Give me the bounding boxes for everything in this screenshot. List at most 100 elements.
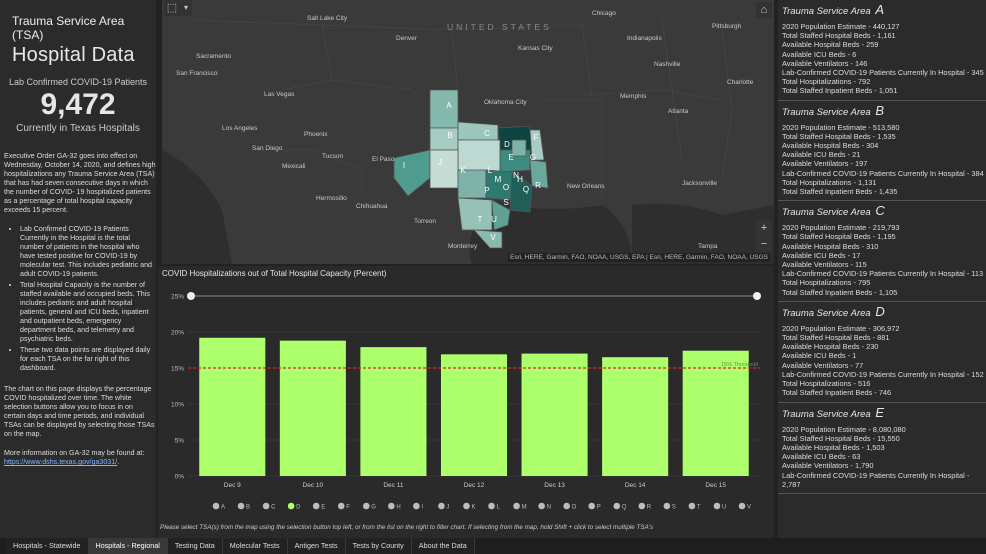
tsa-filter-toggle[interactable] xyxy=(362,502,370,510)
tsa-label[interactable]: M xyxy=(495,175,502,184)
tsa-label[interactable]: E xyxy=(508,153,513,162)
tsa-label[interactable]: N xyxy=(513,171,519,180)
tsa-filter-toggle[interactable] xyxy=(538,502,545,510)
tsa-label[interactable]: S xyxy=(503,198,508,207)
tsa-filter-toggle[interactable] xyxy=(337,502,345,510)
tsa-stat-line: Total Staffed Inpatient Beds - 1,435 xyxy=(782,187,898,197)
tsa-label[interactable]: P xyxy=(484,186,489,195)
tsa-filter-toggle[interactable] xyxy=(463,502,470,510)
home-icon[interactable]: ⌂ xyxy=(756,2,772,18)
map-city-label: Tampa xyxy=(698,243,718,250)
chevron-down-icon[interactable]: ▾ xyxy=(180,0,192,16)
tab-hospitals-statewide[interactable]: Hospitals - Statewide xyxy=(6,538,89,554)
tsa-card[interactable]: Trauma Service Area A 2020 Population Est… xyxy=(778,0,986,101)
bar[interactable] xyxy=(521,353,588,476)
tsa-label[interactable]: T xyxy=(478,215,483,224)
map-city-label: Chicago xyxy=(592,10,616,17)
tsa-filter-toggle[interactable] xyxy=(262,502,270,510)
range-slider-start-handle[interactable] xyxy=(187,292,195,300)
map-city-label: Pittsburgh xyxy=(712,23,742,30)
definition-item: Total Hospital Capacity is the number of… xyxy=(20,281,156,344)
tsa-filter-toggle[interactable] xyxy=(312,502,320,510)
x-tick-label: Dec 13 xyxy=(544,482,565,489)
tsa-filter-label: F xyxy=(346,504,350,510)
tsa-label[interactable]: I xyxy=(403,161,405,170)
bar[interactable] xyxy=(360,347,427,476)
tsa-card-header-text: Trauma Service Area xyxy=(782,6,874,17)
select-tool-icon[interactable]: ⬚ xyxy=(164,0,180,16)
tsa-label[interactable]: B xyxy=(447,131,452,140)
tsa-filter-label: L xyxy=(497,504,501,510)
tsa-filter-toggle[interactable] xyxy=(638,502,646,510)
tsa-label[interactable]: D xyxy=(504,140,510,149)
tsa-card[interactable]: Trauma Service Area E 2020 Population Est… xyxy=(778,403,986,494)
bar[interactable] xyxy=(602,357,669,476)
tsa-card-letter: E xyxy=(875,404,885,420)
zoom-out-button[interactable]: − xyxy=(756,236,772,252)
tsa-stat-line: Total Hospitalizations - 516 xyxy=(782,379,871,389)
tsa-filter-toggle[interactable] xyxy=(688,502,696,510)
tsa-card[interactable]: Trauma Service Area D 2020 Population Est… xyxy=(778,302,986,403)
tsa-filter-toggle[interactable] xyxy=(413,502,420,510)
tsa-filter-toggle[interactable] xyxy=(563,502,570,510)
tsa-filter-toggle[interactable] xyxy=(713,502,721,510)
tsa-label[interactable]: A xyxy=(446,101,452,110)
chart-title: COVID Hospitalizations out of Total Hosp… xyxy=(162,269,387,278)
tsa-filter-toggle[interactable] xyxy=(588,502,596,510)
zoom-in-button[interactable]: + xyxy=(756,220,772,236)
tsa-filter-toggle[interactable] xyxy=(613,502,621,510)
tab-molecular-tests[interactable]: Molecular Tests xyxy=(222,538,288,554)
tsa-filter-toggle[interactable] xyxy=(237,502,245,510)
tsa-filter-toggle[interactable] xyxy=(513,502,520,510)
tsa-stat-line: Available ICU Beds - 21 xyxy=(782,150,861,160)
map-city-label: San Francisco xyxy=(176,70,218,77)
tsa-filter-toggle[interactable] xyxy=(212,502,220,510)
tsa-card[interactable]: Trauma Service Area B 2020 Population Est… xyxy=(778,101,986,202)
tsa-stat-line: Total Staffed Inpatient Beds - 1,105 xyxy=(782,287,898,297)
tsa-stat-line: Available Hospital Beds - 310 xyxy=(782,241,879,251)
tsa-filter-toggle[interactable] xyxy=(488,502,495,510)
tsa-filter-toggle[interactable] xyxy=(663,502,671,510)
tab-testing-data[interactable]: Testing Data xyxy=(167,538,223,554)
tsa-filter-toggle[interactable] xyxy=(388,502,395,510)
tsa-filter-toggle[interactable] xyxy=(438,502,445,510)
tsa-stat-line: Available Ventilators - 115 xyxy=(782,260,867,270)
tab-antigen-tests[interactable]: Antigen Tests xyxy=(287,538,346,554)
map-city-label: Memphis xyxy=(620,93,647,100)
tsa-stat-line: Total Staffed Hospital Beds - 1,161 xyxy=(782,31,896,41)
x-tick-label: Dec 11 xyxy=(383,482,403,489)
map-view[interactable]: A B C D E F G H I J K L M N O P Q R S T … xyxy=(162,0,774,264)
tsa-stat-line: Lab-Confirmed COVID-19 Patients Currentl… xyxy=(782,369,984,379)
threshold-label: 15% Threshold xyxy=(721,362,758,368)
tsa-stat-line: Total Hospitalizations - 792 xyxy=(782,77,871,87)
more-info-link[interactable]: https://www.dshs.texas.gov/ga3031/ xyxy=(4,458,118,466)
tsa-label[interactable]: U xyxy=(491,215,497,224)
map-city-label: San Diego xyxy=(252,145,283,152)
tsa-stat-line: Available ICU Beds - 1 xyxy=(782,351,857,361)
bar[interactable] xyxy=(682,350,749,476)
y-tick-label: 10% xyxy=(171,402,184,409)
tsa-label[interactable]: J xyxy=(438,158,442,167)
bar[interactable] xyxy=(199,337,266,476)
tsa-label[interactable]: H xyxy=(517,175,523,184)
tab-tests-by-county[interactable]: Tests by County xyxy=(345,538,412,554)
tsa-stat-line: 2020 Population Estimate - 8,080,080 xyxy=(782,424,906,434)
tsa-label[interactable]: Q xyxy=(523,185,529,194)
range-slider-end-handle[interactable] xyxy=(753,292,761,300)
tsa-label[interactable]: L xyxy=(488,166,493,175)
tsa-card[interactable]: Trauma Service Area C 2020 Population Est… xyxy=(778,201,986,302)
tsa-stat-line: 2020 Population Estimate - 440,127 xyxy=(782,22,900,31)
tsa-filter-toggle[interactable] xyxy=(287,502,295,510)
tab-about-the-data[interactable]: About the Data xyxy=(411,538,475,554)
bar[interactable] xyxy=(440,354,508,476)
tsa-label[interactable]: C xyxy=(484,129,490,138)
tsa-label[interactable]: R xyxy=(535,181,541,190)
tsa-label[interactable]: G xyxy=(530,153,536,162)
tsa-label[interactable]: V xyxy=(490,233,496,242)
tsa-label[interactable]: F xyxy=(534,133,539,142)
tsa-label[interactable]: K xyxy=(460,166,466,175)
tsa-filter-toggle[interactable] xyxy=(738,502,746,510)
tab-hospitals-regional[interactable]: Hospitals - Regional xyxy=(88,538,168,554)
bar[interactable] xyxy=(279,340,346,476)
tsa-label[interactable]: O xyxy=(503,183,509,192)
